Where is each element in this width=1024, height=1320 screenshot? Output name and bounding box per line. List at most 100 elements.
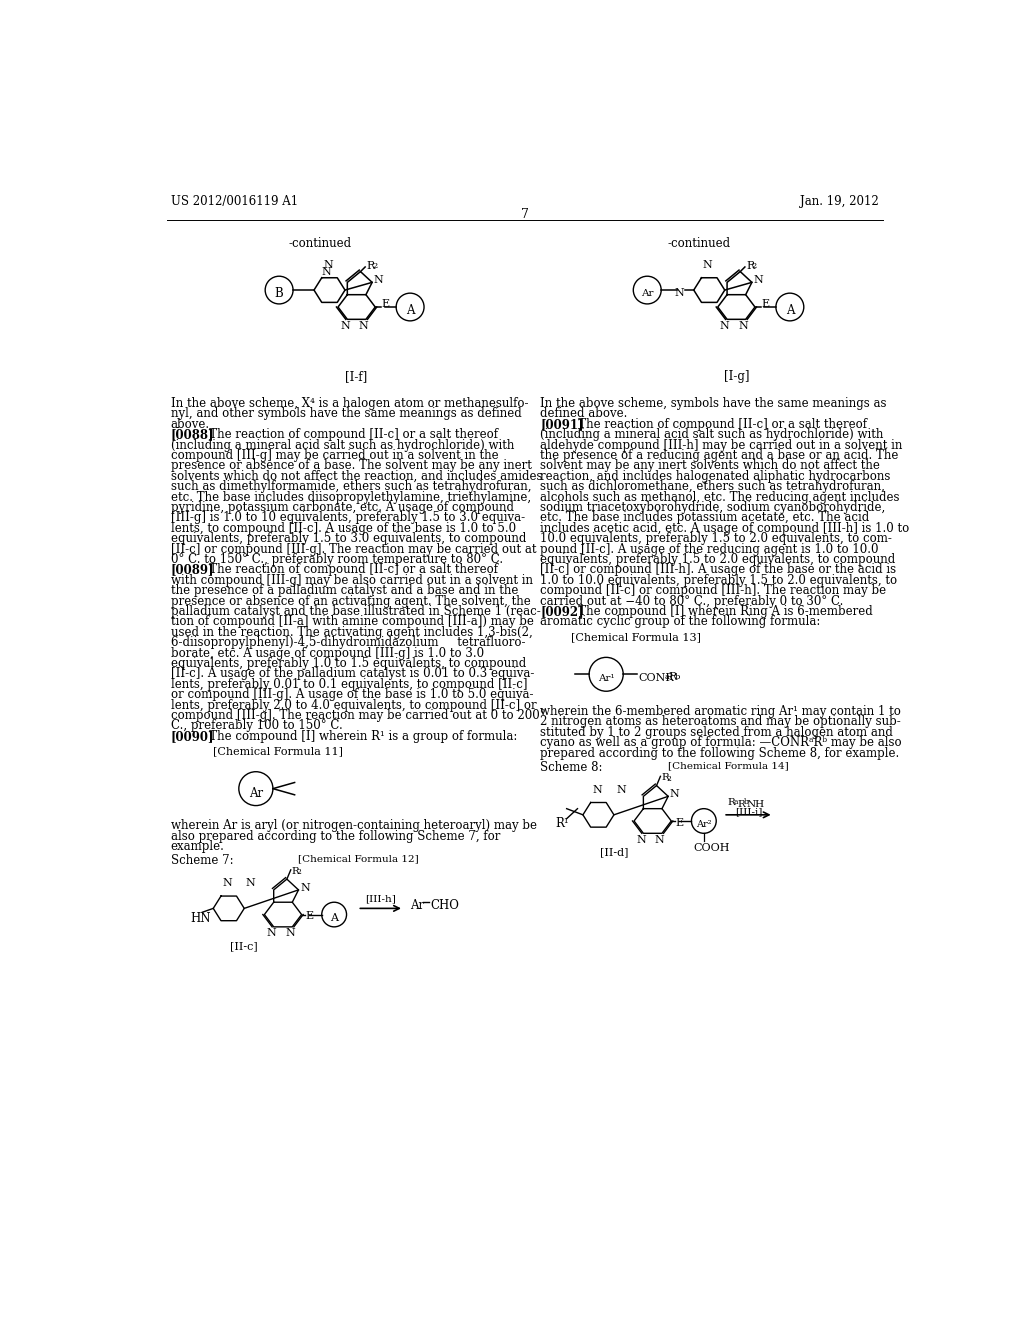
Text: carried out at −40 to 80° C., preferably 0 to 30° C.: carried out at −40 to 80° C., preferably… — [541, 594, 844, 607]
Text: with compound [III-g] may be also carried out in a solvent in: with compound [III-g] may be also carrie… — [171, 574, 532, 587]
Text: etc. The base includes diisopropylethylamine, triethylamine,: etc. The base includes diisopropylethyla… — [171, 491, 530, 504]
Text: Jan. 19, 2012: Jan. 19, 2012 — [800, 195, 879, 209]
Text: Ar: Ar — [249, 787, 263, 800]
Text: alcohols such as methanol, etc. The reducing agent includes: alcohols such as methanol, etc. The redu… — [541, 491, 900, 504]
Text: N: N — [592, 785, 602, 795]
Text: [0090]: [0090] — [171, 730, 214, 743]
Text: (including a mineral acid salt such as hydrochloride) with: (including a mineral acid salt such as h… — [541, 428, 884, 441]
Text: (including a mineral acid salt such as hydrochloride) with: (including a mineral acid salt such as h… — [171, 438, 514, 451]
Text: N: N — [322, 267, 332, 277]
Text: [Chemical Formula 11]: [Chemical Formula 11] — [213, 746, 343, 756]
Text: 2: 2 — [297, 869, 302, 876]
Text: [III-i]: [III-i] — [734, 807, 762, 816]
Text: tion of compound [II-a] with amine compound [III-a]) may be: tion of compound [II-a] with amine compo… — [171, 615, 534, 628]
Text: lents, preferably 2.0 to 4.0 equivalents, to compound [II-c] or: lents, preferably 2.0 to 4.0 equivalents… — [171, 698, 537, 711]
Text: In the above scheme, symbols have the same meanings as: In the above scheme, symbols have the sa… — [541, 397, 887, 411]
Text: CONR: CONR — [639, 673, 675, 684]
Text: US 2012/0016119 A1: US 2012/0016119 A1 — [171, 195, 298, 209]
Text: [II-c] or compound [III-g]. The reaction may be carried out at: [II-c] or compound [III-g]. The reaction… — [171, 543, 537, 556]
Text: N: N — [754, 275, 763, 285]
Text: 1.0 to 10.0 equivalents, preferably 1.5 to 2.0 equivalents, to: 1.0 to 10.0 equivalents, preferably 1.5 … — [541, 574, 897, 587]
Text: N: N — [266, 928, 276, 939]
Text: The reaction of compound [II-c] or a salt thereof: The reaction of compound [II-c] or a sal… — [198, 564, 498, 577]
Text: N: N — [300, 883, 310, 892]
Text: N: N — [374, 275, 383, 285]
Text: nyl, and other symbols have the same meanings as defined: nyl, and other symbols have the same mea… — [171, 408, 521, 421]
Text: E: E — [381, 298, 389, 309]
Text: Ar¹: Ar¹ — [598, 675, 614, 684]
Text: aromatic cyclic group of the following formula:: aromatic cyclic group of the following f… — [541, 615, 820, 628]
Text: N: N — [738, 321, 749, 331]
Text: palladium catalyst and the base illustrated in Scheme 1 (reac-: palladium catalyst and the base illustra… — [171, 605, 541, 618]
Text: R: R — [727, 797, 735, 807]
Text: HN: HN — [190, 912, 211, 925]
Text: The compound [I] wherein Ring A is 6-membered: The compound [I] wherein Ring A is 6-mem… — [567, 605, 873, 618]
Text: 2: 2 — [752, 263, 757, 271]
Text: etc. The base includes potassium acetate, etc. The acid: etc. The base includes potassium acetate… — [541, 511, 869, 524]
Text: R: R — [662, 774, 669, 783]
Text: the presence of a reducing agent and a base or an acid. The: the presence of a reducing agent and a b… — [541, 449, 899, 462]
Text: a: a — [733, 797, 737, 807]
Text: The compound [I] wherein R¹ is a group of formula:: The compound [I] wherein R¹ is a group o… — [198, 730, 517, 743]
Text: [Chemical Formula 13]: [Chemical Formula 13] — [571, 632, 701, 642]
Text: borate, etc. A usage of compound [III-g] is 1.0 to 3.0: borate, etc. A usage of compound [III-g]… — [171, 647, 483, 660]
Text: also prepared according to the following Scheme 7, for: also prepared according to the following… — [171, 830, 500, 843]
Text: C., preferably 100 to 150° C.: C., preferably 100 to 150° C. — [171, 719, 342, 733]
Text: [II-c] or compound [III-h]. A usage of the base or the acid is: [II-c] or compound [III-h]. A usage of t… — [541, 564, 896, 577]
Text: N: N — [246, 878, 255, 888]
Text: equivalents, preferably 1.5 to 2.0 equivalents, to compound: equivalents, preferably 1.5 to 2.0 equiv… — [541, 553, 896, 566]
Text: R: R — [292, 867, 299, 875]
Text: The reaction of compound [II-c] or a salt thereof: The reaction of compound [II-c] or a sal… — [567, 418, 867, 430]
Text: 2: 2 — [667, 775, 672, 783]
Text: N: N — [636, 834, 646, 845]
Text: N: N — [702, 260, 713, 271]
Text: E: E — [305, 911, 313, 921]
Text: E: E — [761, 298, 769, 309]
Text: reaction, and includes halogenated aliphatic hydrocarbons: reaction, and includes halogenated aliph… — [541, 470, 891, 483]
Text: Ar: Ar — [410, 899, 424, 912]
Text: Scheme 8:: Scheme 8: — [541, 760, 603, 774]
Text: 0° C. to 150° C., preferably room temperature to 80° C.: 0° C. to 150° C., preferably room temper… — [171, 553, 503, 566]
Text: [Chemical Formula 12]: [Chemical Formula 12] — [299, 854, 419, 863]
Text: A: A — [406, 305, 415, 317]
Text: -continued: -continued — [668, 238, 731, 249]
Text: [II-c]. A usage of the palladium catalyst is 0.01 to 0.3 equiva-: [II-c]. A usage of the palladium catalys… — [171, 668, 534, 680]
Text: 6-diisopropylphenyl)-4,5-dihydroimidazolium     tetrafluoro-: 6-diisopropylphenyl)-4,5-dihydroimidazol… — [171, 636, 525, 649]
Text: 2: 2 — [372, 263, 378, 271]
Text: sodium triacetoxyborohydride, sodium cyanoborohydride,: sodium triacetoxyborohydride, sodium cya… — [541, 502, 886, 513]
Text: [I-f]: [I-f] — [345, 370, 368, 383]
Text: [II-c]: [II-c] — [230, 941, 258, 950]
Text: compound [III-g]. The reaction may be carried out at 0 to 200°: compound [III-g]. The reaction may be ca… — [171, 709, 545, 722]
Text: A: A — [330, 913, 338, 924]
Text: N: N — [670, 789, 680, 799]
Text: 10.0 equivalents, preferably 1.5 to 2.0 equivalents, to com-: 10.0 equivalents, preferably 1.5 to 2.0 … — [541, 532, 892, 545]
Text: wherein the 6-membered aromatic ring Ar¹ may contain 1 to: wherein the 6-membered aromatic ring Ar¹… — [541, 705, 901, 718]
Text: CHO: CHO — [430, 899, 459, 912]
Text: N: N — [324, 260, 333, 271]
Text: solvent may be any inert solvents which do not affect the: solvent may be any inert solvents which … — [541, 459, 881, 473]
Text: [III-h]: [III-h] — [366, 895, 396, 903]
Text: R¹: R¹ — [556, 817, 569, 830]
Text: R: R — [669, 672, 677, 681]
Text: The reaction of compound [II-c] or a salt thereof: The reaction of compound [II-c] or a sal… — [198, 428, 498, 441]
Text: [I-g]: [I-g] — [724, 370, 750, 383]
Text: N: N — [674, 288, 684, 298]
Text: used in the reaction. The activating agent includes 1,3-bis(2,: used in the reaction. The activating age… — [171, 626, 532, 639]
Text: lents, preferably 0.01 to 0.1 equivalents, to compound [II-c]: lents, preferably 0.01 to 0.1 equivalent… — [171, 677, 527, 690]
Text: b: b — [675, 673, 680, 681]
Text: [III-g] is 1.0 to 10 equivalents, preferably 1.5 to 3.0 equiva-: [III-g] is 1.0 to 10 equivalents, prefer… — [171, 511, 524, 524]
Text: [0092]: [0092] — [541, 605, 584, 618]
Text: A: A — [785, 305, 794, 317]
Text: pyridine, potassium carbonate, etc. A usage of compound: pyridine, potassium carbonate, etc. A us… — [171, 502, 514, 513]
Text: prepared according to the following Scheme 8, for example.: prepared according to the following Sche… — [541, 747, 899, 760]
Text: example.: example. — [171, 841, 224, 853]
Text: wherein Ar is aryl (or nitrogen-containing heteroaryl) may be: wherein Ar is aryl (or nitrogen-containi… — [171, 820, 537, 833]
Text: a: a — [665, 673, 669, 681]
Text: such as dimethylformamide, ethers such as tetrahydrofuran,: such as dimethylformamide, ethers such a… — [171, 480, 531, 494]
Text: lents, to compound [II-c]. A usage of the base is 1.0 to 5.0: lents, to compound [II-c]. A usage of th… — [171, 521, 516, 535]
Text: N: N — [285, 928, 295, 939]
Text: compound [II-c] or compound [III-h]. The reaction may be: compound [II-c] or compound [III-h]. The… — [541, 585, 887, 597]
Text: includes acetic acid, etc. A usage of compound [III-h] is 1.0 to: includes acetic acid, etc. A usage of co… — [541, 521, 909, 535]
Text: E: E — [675, 818, 683, 828]
Text: R: R — [737, 800, 744, 809]
